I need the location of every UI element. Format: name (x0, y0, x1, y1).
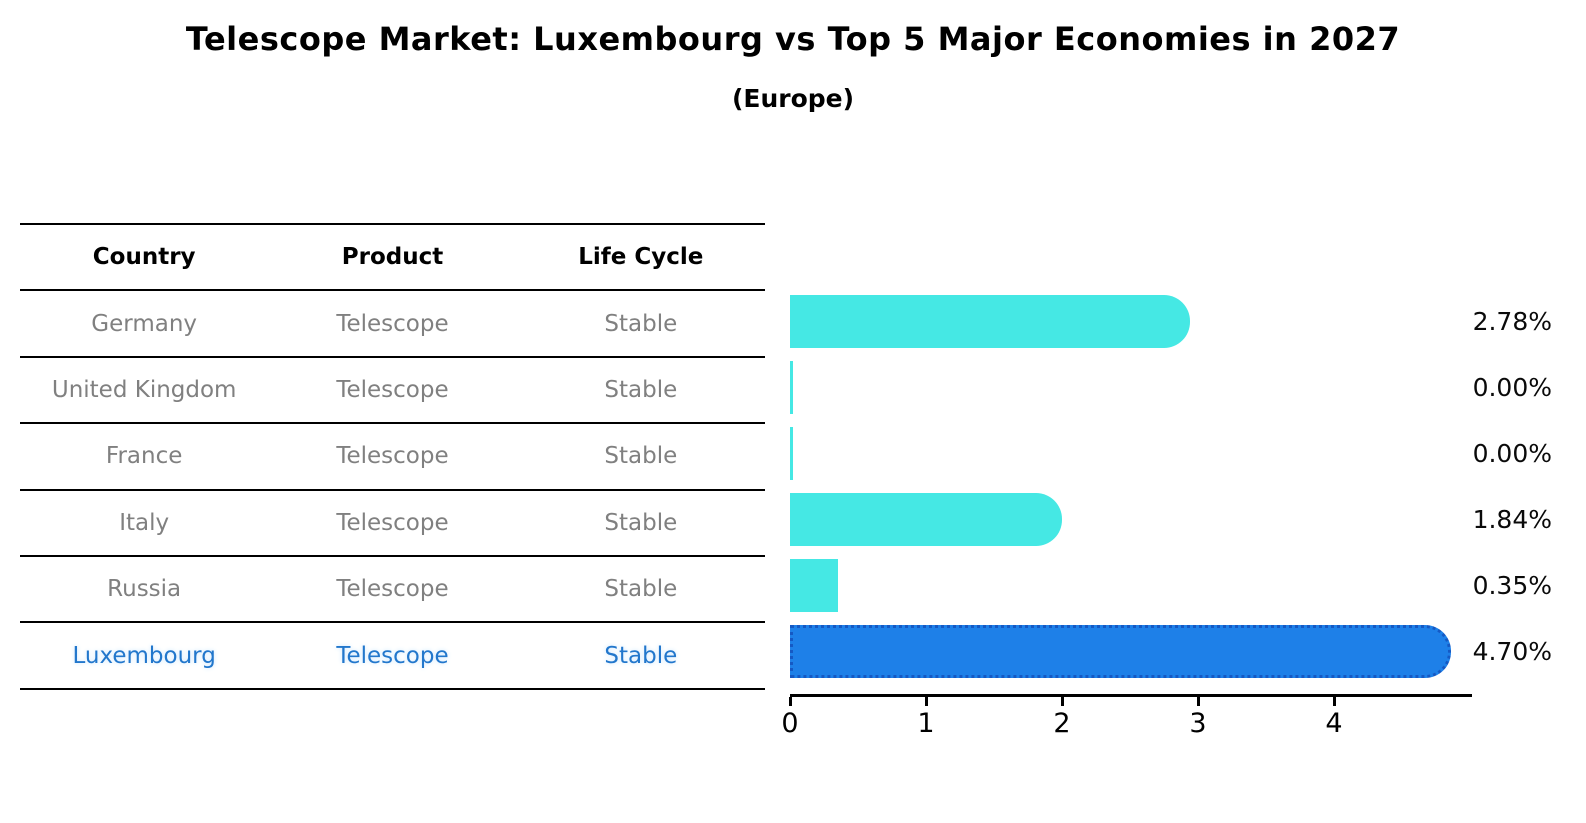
x-tick-label: 1 (917, 708, 935, 739)
life-cycle-cell: Stable (604, 376, 678, 403)
x-tick-mark (788, 697, 792, 706)
product-cell: Telescope (336, 376, 449, 403)
product-cell: Telescope (336, 443, 449, 470)
bar-luxembourg (790, 625, 1452, 678)
country-cell: France (105, 443, 183, 470)
chart-subtitle: (Europe) (731, 84, 855, 113)
table-header-country: Country (92, 244, 196, 271)
value-label-france: 0.00% (1472, 438, 1552, 468)
life-cycle-cell: Stable (604, 642, 678, 669)
value-label-luxembourg: 4.70% (1472, 636, 1552, 666)
table-row-russia: Russia Telescope Stable (20, 554, 765, 621)
table-header-life-cycle: Life Cycle (578, 244, 704, 271)
product-cell: Telescope (336, 509, 449, 536)
bar-germany (790, 295, 1191, 348)
table-header-product: Product (341, 244, 444, 271)
table-row-italy: Italy Telescope Stable (20, 488, 765, 555)
product-cell: Telescope (336, 576, 449, 603)
x-tick-mark (1060, 697, 1064, 706)
x-axis-line (790, 694, 1472, 697)
chart-title: Telescope Market: Luxembourg vs Top 5 Ma… (185, 20, 1401, 58)
x-tick-label: 0 (781, 708, 799, 739)
bar-united-kingdom (790, 361, 793, 414)
product-cell: Telescope (336, 310, 449, 337)
x-tick-label: 2 (1053, 708, 1071, 739)
bar-france (790, 427, 793, 480)
x-tick-label: 4 (1325, 708, 1343, 739)
x-tick-label: 3 (1189, 708, 1207, 739)
table-row-germany: Germany Telescope Stable (20, 289, 765, 355)
life-cycle-cell: Stable (604, 576, 678, 603)
country-table: Country Product Life Cycle Germany Teles… (20, 223, 765, 690)
bar-russia (790, 559, 838, 612)
x-tick-mark (924, 697, 928, 706)
table-row-france: France Telescope Stable (20, 422, 765, 488)
table-row-luxembourg: Luxembourg Telescope Stable (20, 621, 765, 687)
table-header-row: Country Product Life Cycle (20, 223, 765, 289)
country-cell: United Kingdom (51, 376, 237, 403)
country-cell: Russia (107, 576, 182, 603)
country-cell: Luxembourg (72, 642, 216, 669)
product-cell: Telescope (336, 642, 449, 669)
x-tick-mark (1332, 697, 1336, 706)
country-cell: Italy (119, 509, 170, 536)
bar-italy (790, 493, 1063, 546)
value-label-italy: 1.84% (1472, 504, 1552, 534)
x-tick-mark (1196, 697, 1200, 706)
life-cycle-cell: Stable (604, 509, 678, 536)
table-row-united-kingdom: United Kingdom Telescope Stable (20, 355, 765, 422)
life-cycle-cell: Stable (604, 310, 678, 337)
life-cycle-cell: Stable (604, 443, 678, 470)
value-label-russia: 0.35% (1472, 570, 1552, 600)
country-cell: Germany (91, 310, 198, 337)
value-label-germany: 2.78% (1472, 306, 1552, 336)
value-label-united-kingdom: 0.00% (1472, 372, 1552, 402)
